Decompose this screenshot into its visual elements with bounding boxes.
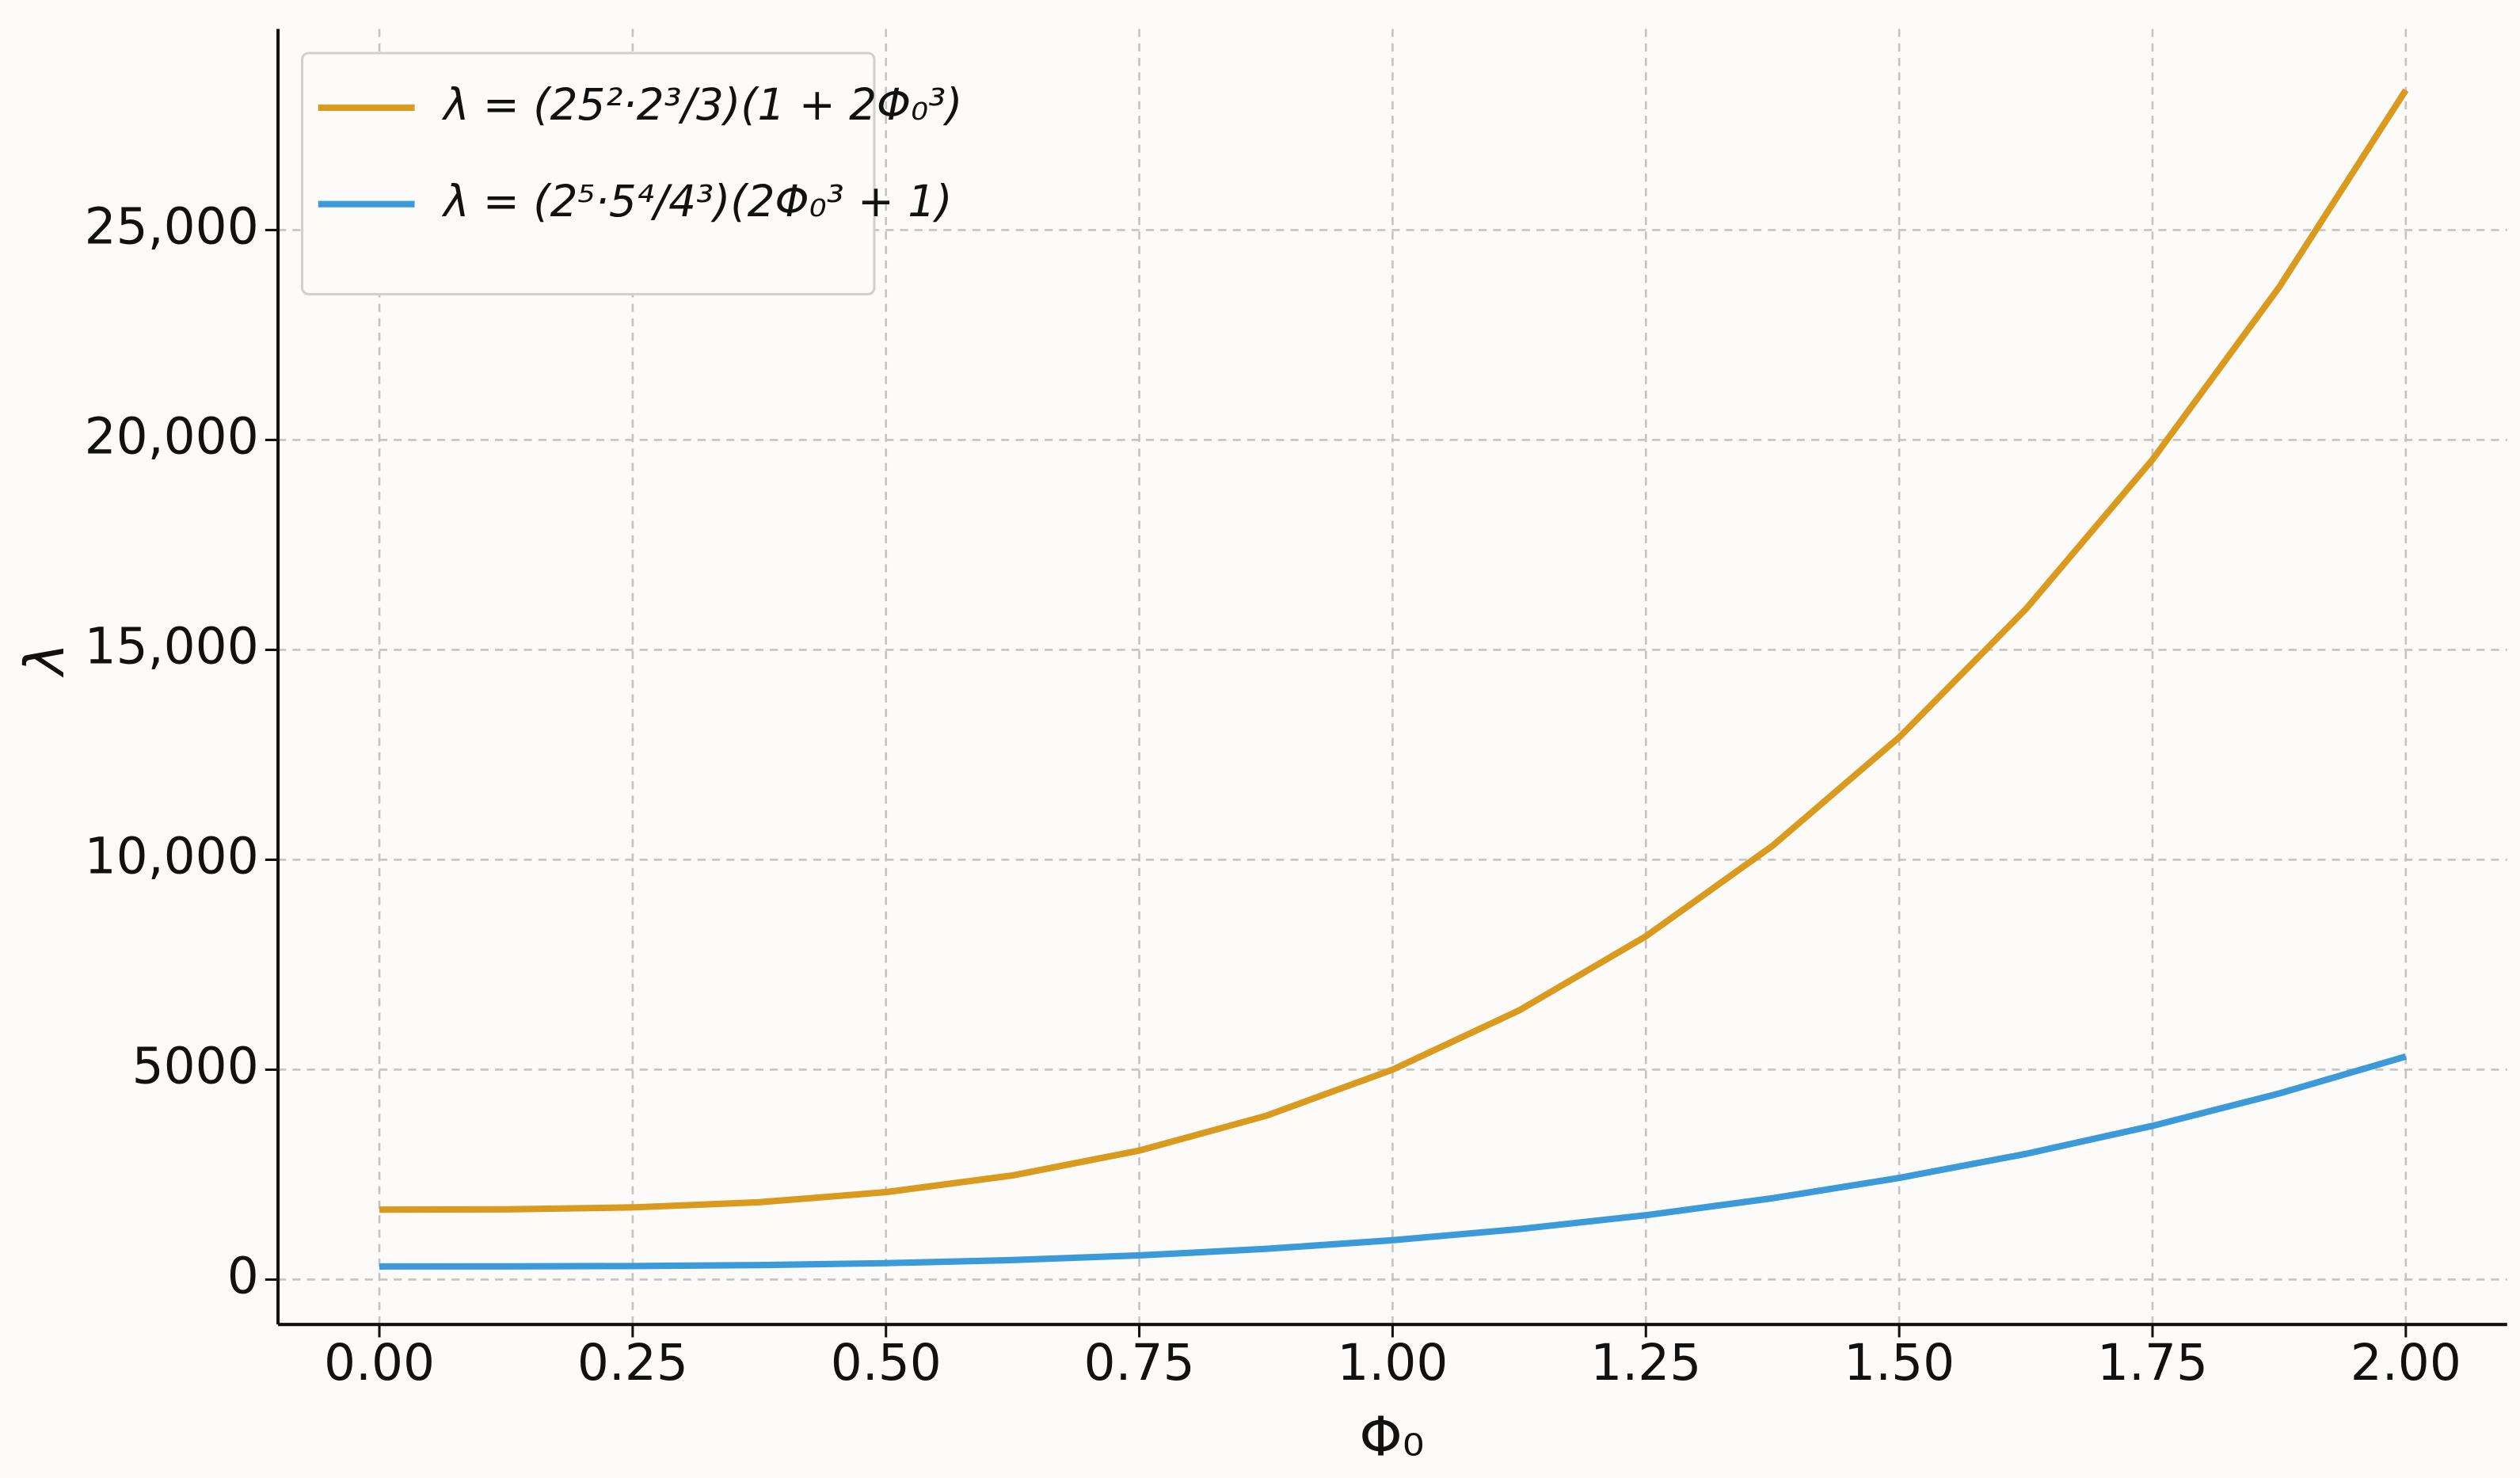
x-tick-label: 0.00 [324, 1334, 435, 1392]
legend-label: λ = (2⁵·5⁴/4³)(2Φ₀³ + 1) [441, 176, 952, 227]
x-tick-label: 2.00 [2351, 1334, 2461, 1392]
y-tick-label: 10,000 [85, 828, 259, 886]
series-line [379, 1053, 2407, 1270]
x-tick-label: 0.25 [577, 1334, 688, 1392]
legend-label: λ = (25²·2³/3)(1 + 2Φ₀³) [441, 79, 962, 130]
x-tick-label: 1.75 [2097, 1334, 2208, 1392]
y-axis-label: λ [13, 643, 77, 679]
ticks: 0 5000 10,000 15,000 20,000 25,000 0.00 0.25 0.5… [85, 198, 2461, 1392]
legend-box [300, 51, 876, 295]
x-axis-label: Φ₀ [1359, 1405, 1424, 1468]
y-tick-label: 0 [227, 1248, 259, 1305]
y-tick-label: 15,000 [85, 618, 259, 676]
x-tick-label: 0.50 [831, 1334, 942, 1392]
x-tick-label: 1.25 [1590, 1334, 1701, 1392]
x-tick-label: 1.00 [1337, 1334, 1448, 1392]
x-tick-label: 1.50 [1844, 1334, 1955, 1392]
y-tick-label: 5000 [132, 1038, 259, 1095]
plot-lines [379, 88, 2409, 1270]
y-tick-label: 20,000 [85, 408, 259, 466]
y-tick-label: 25,000 [85, 198, 259, 256]
legend: λ = (25²·2³/3)(1 + 2Φ₀³) λ = (2⁵·5⁴/4³)(2… [300, 51, 962, 295]
x-tick-label: 0.75 [1084, 1334, 1195, 1392]
series-line [379, 88, 2409, 1213]
